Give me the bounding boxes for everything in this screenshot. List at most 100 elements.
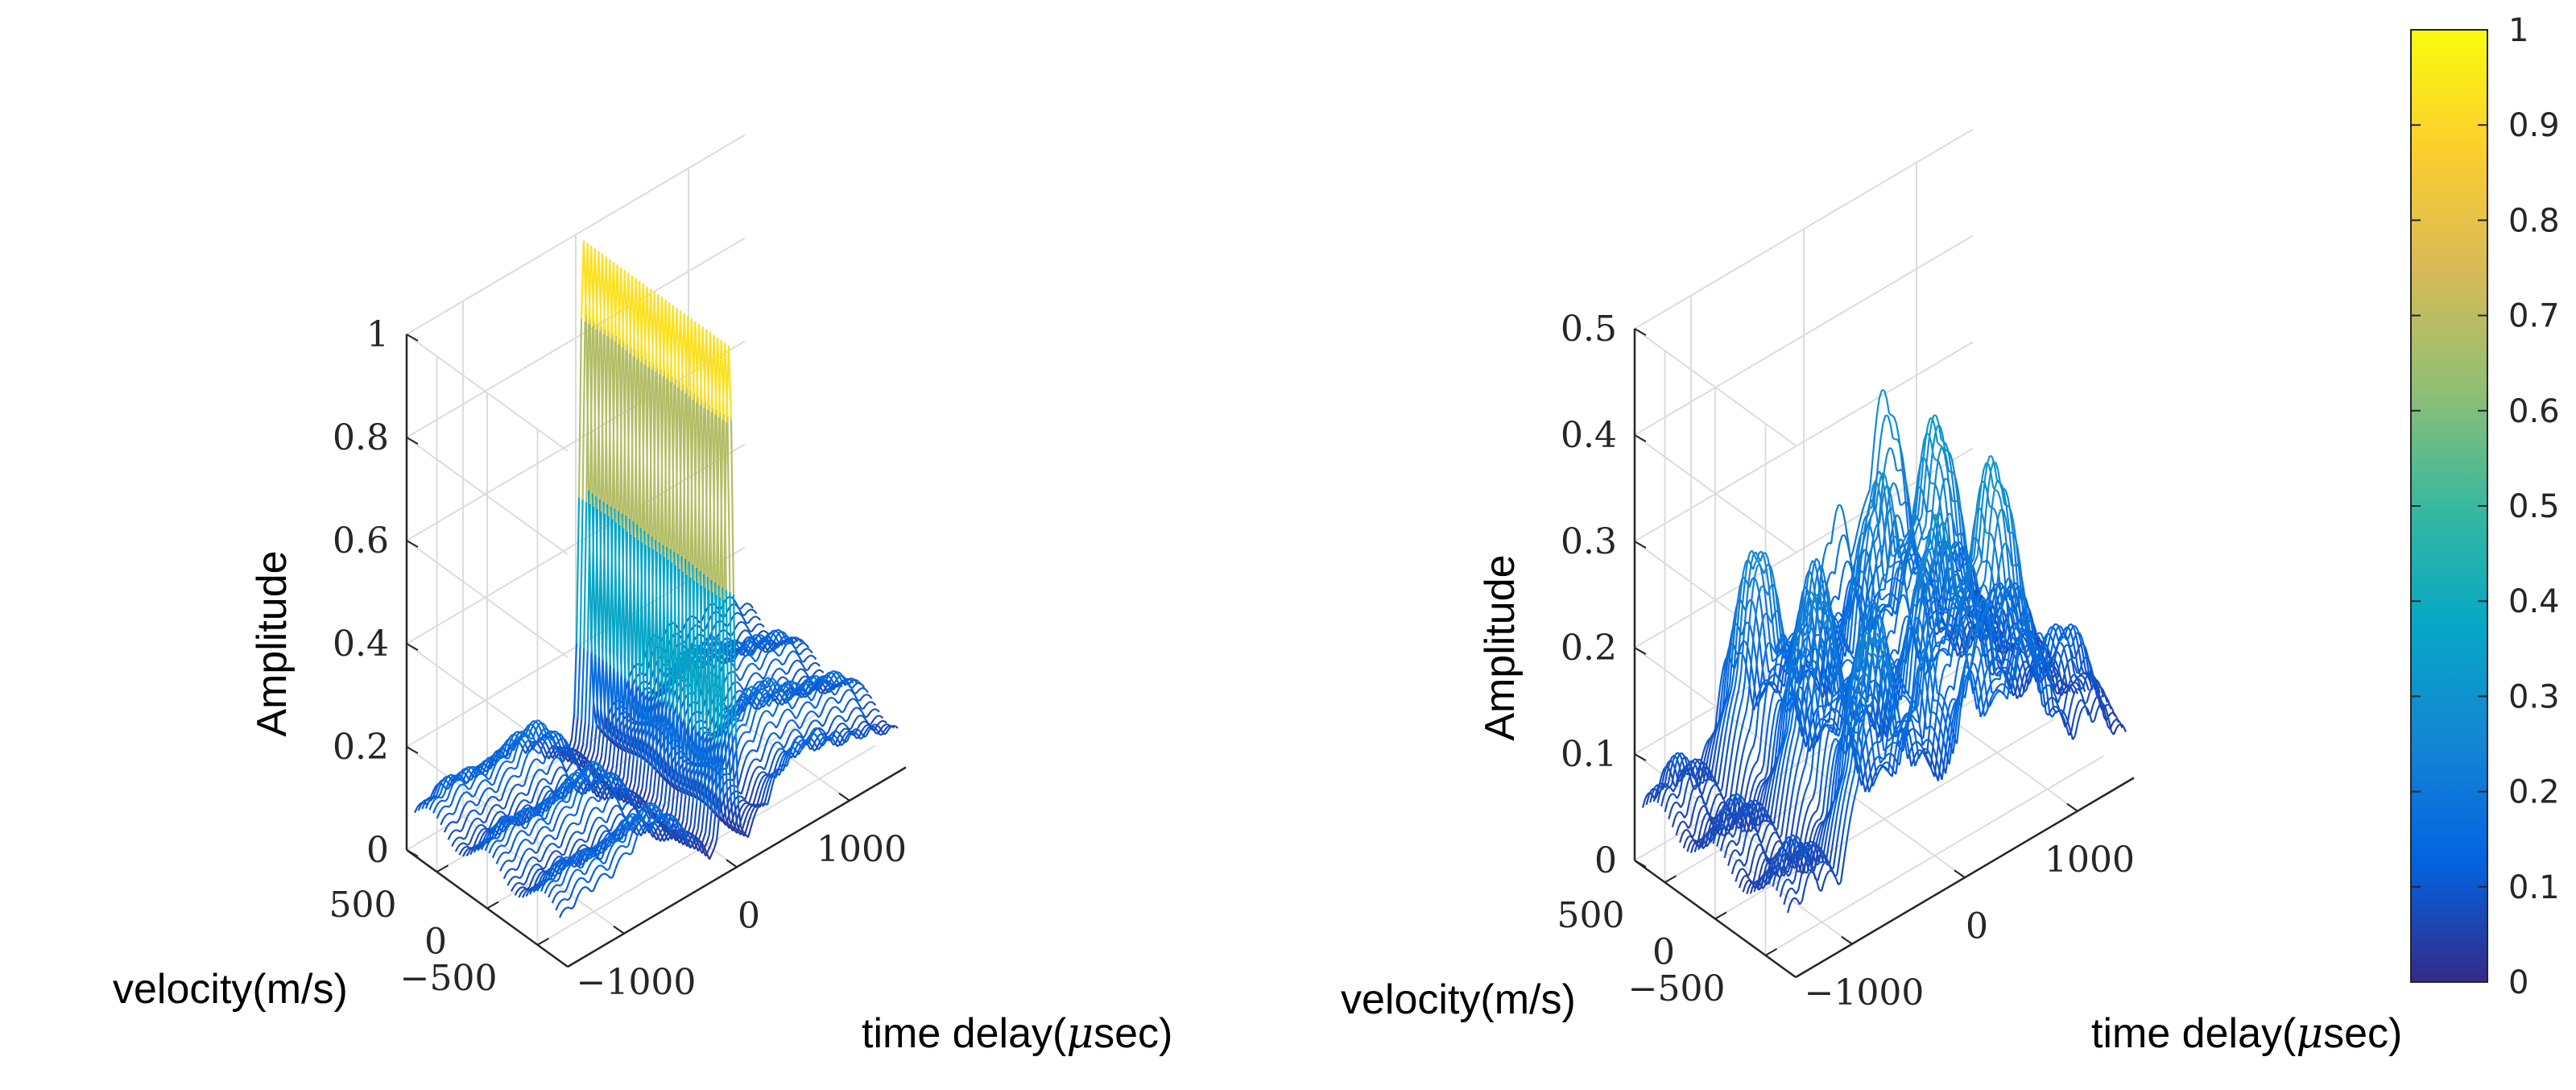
curve-segment: [646, 791, 651, 800]
curve-segment: [529, 778, 534, 787]
curve-segment: [807, 723, 812, 730]
curve-segment: [745, 629, 750, 633]
curve-segment: [499, 746, 504, 754]
curve-segment: [610, 806, 615, 811]
curve-segment: [771, 721, 775, 726]
curve-segment: [447, 790, 452, 799]
curve-segment: [657, 553, 662, 701]
curve-segment: [452, 780, 457, 786]
curve-segment: [604, 736, 609, 761]
curve-segment: [566, 744, 570, 748]
curve-segment: [833, 671, 837, 675]
curve-segment: [531, 794, 535, 803]
curve-segment: [597, 730, 602, 754]
curve-segment: [807, 648, 811, 651]
curve-segment: [648, 768, 654, 793]
curve-segment: [486, 768, 490, 776]
curve-segment: [595, 806, 599, 810]
curve-segment: [752, 615, 756, 619]
curve-segment: [851, 684, 856, 689]
curve-segment: [535, 758, 540, 761]
curve-segment: [433, 797, 438, 801]
curve-segment: [444, 798, 449, 802]
curve-segment: [701, 587, 707, 734]
curve-segment: [734, 603, 738, 607]
curve-segment: [607, 795, 611, 801]
curve-segment: [464, 767, 468, 771]
curve-segment: [526, 769, 531, 777]
curve-segment: [802, 734, 807, 739]
curve-segment: [803, 675, 806, 678]
curve-segment: [613, 522, 618, 669]
curve-segment: [502, 872, 507, 880]
curve-segment: [479, 761, 484, 767]
curve-segment: [759, 736, 763, 745]
curve-segment: [764, 641, 768, 645]
curve-segment: [779, 747, 784, 750]
curve-segment: [788, 666, 792, 673]
curve-segment: [504, 756, 508, 760]
curve-segment: [792, 719, 796, 723]
curve-segment: [544, 861, 549, 868]
curve-segment: [790, 729, 795, 734]
curve-segment: [797, 730, 802, 735]
curve-segment: [811, 654, 814, 657]
curve-segment: [508, 868, 512, 872]
curve-segment: [865, 702, 870, 707]
curve-segment: [562, 832, 567, 840]
curve-segment: [589, 796, 593, 799]
curve-segment: [581, 648, 585, 719]
curve-segment: [664, 779, 668, 804]
curve-segment: [773, 741, 777, 745]
curve-segment: [507, 794, 511, 802]
curve-segment: [424, 802, 429, 810]
curve-segment: [579, 814, 584, 824]
curve-segment: [593, 806, 597, 810]
curve-segment: [518, 751, 523, 760]
curve-segment: [785, 708, 789, 711]
curve-segment: [552, 857, 557, 863]
curve-segment: [737, 719, 740, 722]
curve-segment: [622, 783, 626, 786]
curve-segment: [562, 806, 566, 810]
curve-segment: [607, 836, 610, 839]
curve-segment: [653, 551, 659, 698]
curve-segment: [506, 835, 511, 843]
curve-segment: [472, 777, 477, 784]
curve-segment: [544, 887, 548, 894]
curve-segment: [528, 740, 532, 743]
curve-segment: [750, 715, 755, 725]
curve-segment: [831, 706, 835, 710]
curve-segment: [453, 838, 458, 843]
curve-segment: [512, 836, 517, 844]
curve-segment: [422, 798, 427, 802]
curve-segment: [515, 758, 520, 769]
curve-segment: [575, 805, 580, 815]
curve-segment: [779, 649, 784, 655]
curve-segment: [489, 755, 494, 759]
curve-segment: [443, 787, 448, 795]
curve-segment: [457, 813, 462, 821]
curve-segment: [462, 802, 467, 808]
curve-segment: [495, 827, 500, 836]
curve-segment: [503, 743, 508, 751]
curve-segment: [615, 746, 620, 771]
curve-segment: [482, 824, 486, 827]
curve-segment: [530, 748, 534, 752]
curve-segment: [593, 797, 598, 802]
curve-segment: [793, 671, 798, 677]
curve-segment: [752, 733, 757, 743]
curve-segment: [865, 689, 869, 694]
curve-segment: [754, 682, 758, 686]
curve-segment: [508, 829, 513, 837]
curve-segment: [840, 715, 844, 719]
curve-segment: [617, 813, 621, 816]
curve-segment: [825, 731, 829, 736]
curve-segment: [630, 790, 634, 793]
curve-segment: [803, 715, 808, 721]
curve-segment: [788, 650, 793, 655]
curve-segment: [585, 817, 590, 825]
curve-segment: [743, 666, 748, 673]
curve-segment: [561, 773, 565, 777]
curve-segment: [523, 793, 527, 797]
